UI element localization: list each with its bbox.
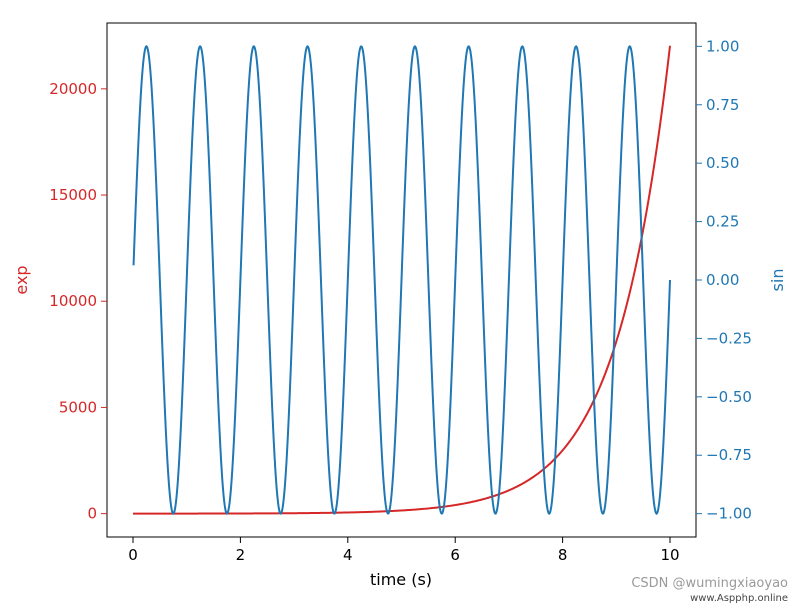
left-tick-label: 10000 xyxy=(49,292,97,310)
x-axis-label: time (s) xyxy=(370,570,432,589)
x-tick-label: 10 xyxy=(660,546,679,564)
left-tick-label: 0 xyxy=(87,505,97,523)
watermark-text: CSDN @wumingxiaoyao xyxy=(631,576,788,591)
watermark-site: www.Aspphp.online xyxy=(690,593,788,604)
right-tick-label: 1.00 xyxy=(706,37,739,55)
sin-series-line xyxy=(132,45,671,515)
x-tick-label: 8 xyxy=(558,546,568,564)
watermark: CSDN @wumingxiaoyao www.Aspphp.online xyxy=(631,577,788,606)
left-tick-label: 20000 xyxy=(49,80,97,98)
x-tick-label: 2 xyxy=(236,546,246,564)
right-tick-label: 0.00 xyxy=(706,271,739,289)
right-tick-label: −0.25 xyxy=(706,329,752,347)
x-tick-label: 0 xyxy=(128,546,138,564)
x-axis: 0 2 4 6 8 10 xyxy=(128,537,680,564)
right-tick-label: 0.50 xyxy=(706,154,739,172)
right-tick-label: 0.25 xyxy=(706,213,739,231)
left-axis-label: exp xyxy=(12,265,31,294)
left-tick-label: 5000 xyxy=(59,398,97,416)
right-tick-label: −1.00 xyxy=(706,505,752,523)
left-y-axis: 0 5000 10000 15000 20000 xyxy=(49,80,107,523)
x-tick-label: 4 xyxy=(343,546,353,564)
right-y-axis: −1.00 −0.75 −0.50 −0.25 0.00 0.25 0.50 0.75 1.00 xyxy=(696,37,752,523)
x-tick-label: 6 xyxy=(450,546,460,564)
right-axis-label: sin xyxy=(768,269,787,292)
right-tick-label: −0.75 xyxy=(706,446,752,464)
exp-series-line xyxy=(132,45,671,515)
right-tick-label: 0.75 xyxy=(706,96,739,114)
left-tick-label: 15000 xyxy=(49,186,97,204)
right-tick-label: −0.50 xyxy=(706,388,752,406)
